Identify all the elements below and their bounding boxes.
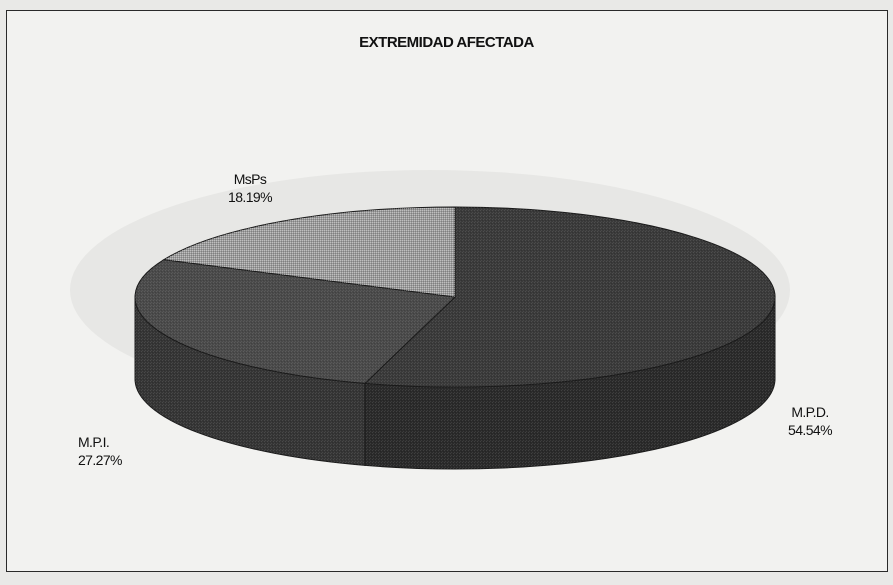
- slice-label-msps: MsPs: [233, 171, 267, 187]
- chart-title: EXTREMIDAD AFECTADA: [359, 34, 534, 51]
- pie-side-texture-0: [364, 297, 775, 470]
- pie-side-texture-1: [135, 297, 365, 466]
- pie-sides: [134, 296, 776, 470]
- slice-label-mpi: M.P.I.: [78, 434, 110, 450]
- data-label-mspS: MsPs 18.19%: [205, 170, 295, 206]
- pie-slice-texture-1: [134, 259, 455, 384]
- slice-value-mpd: 54.54%: [788, 422, 832, 438]
- slice-label-mpd: M.P.D.: [791, 404, 829, 420]
- pie-tops: [134, 206, 776, 388]
- pie-slice-texture-0: [364, 207, 775, 387]
- slice-value-msps: 18.19%: [228, 189, 272, 205]
- data-label-mpd: M.P.D. 54.54%: [770, 403, 850, 439]
- pie-slice-texture-2: [163, 207, 455, 297]
- slice-value-mpi: 27.27%: [78, 452, 122, 468]
- data-label-mpi: M.P.I. 27.27%: [78, 433, 158, 469]
